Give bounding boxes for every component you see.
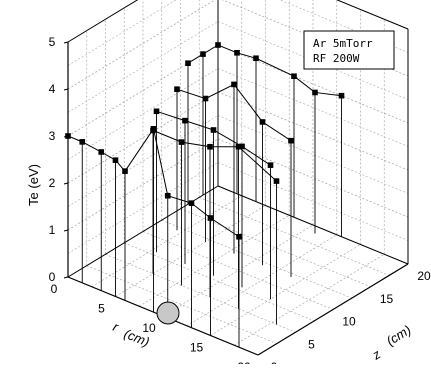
wall-grid-horizontal: [67, 91, 219, 184]
data-point: [153, 108, 160, 115]
r-tick-label-5: 5: [98, 302, 105, 316]
wall-grid-horizontal: [67, 21, 219, 113]
wall-grid-horizontal: [67, 0, 216, 90]
z-tick-label-0: 0: [271, 360, 278, 364]
legend-box: [303, 30, 395, 70]
wall-grid-horizontal: [67, 68, 219, 160]
r-axis-label: r: [111, 319, 121, 335]
data-point: [338, 92, 345, 99]
te-tick-label-2: 2: [49, 176, 56, 190]
legend: Ar 5mTorr RF 200W: [303, 30, 395, 70]
data-layer: [65, 42, 345, 348]
data-point: [174, 86, 180, 92]
r-tick-label-0: 0: [51, 282, 58, 296]
data-point: [253, 55, 259, 62]
data-point: [112, 157, 119, 163]
floor-grid-z: [105, 253, 296, 333]
z-tick-label-15: 15: [380, 292, 394, 306]
data-point: [259, 119, 266, 125]
data-point: [288, 137, 294, 144]
te-tick: [63, 276, 69, 279]
floor-grid-r: [162, 224, 314, 317]
data-point: [188, 200, 195, 206]
wall-grid-horizontal: [217, 138, 409, 218]
data-point: [267, 162, 274, 168]
te-tick-label-4: 4: [49, 82, 56, 96]
probe-marker: [156, 301, 180, 325]
z-axis-line: [257, 263, 409, 356]
r-tick-label-10: 10: [142, 321, 156, 335]
data-point: [185, 60, 191, 66]
te-axis-label: Te (eV): [26, 164, 41, 206]
data-point: [65, 133, 71, 139]
wall-grid-horizontal: [217, 162, 409, 241]
data-point: [178, 139, 185, 145]
floor-grid-r: [210, 244, 361, 336]
wall-grid-horizontal: [67, 44, 219, 137]
te-tick: [63, 41, 69, 44]
wall-grid-horizontal: [67, 162, 219, 254]
te-tick-label-1: 1: [49, 223, 56, 237]
r-tick-label-20: 20: [237, 360, 251, 364]
data-point: [200, 51, 206, 57]
top-edge: [336, 0, 409, 30]
data-point: [207, 143, 213, 150]
back-floor-edge: [217, 185, 409, 265]
label-layer: 0 1 2 3 4 5 0 5 10 15 20 0 5 10 15 20: [49, 35, 431, 369]
data-point: [215, 42, 221, 48]
data-point: [182, 117, 188, 124]
data-point: [202, 95, 209, 102]
legend-line-2: RF 200W: [313, 52, 360, 65]
data-point: [150, 127, 156, 134]
floor-grid-r: [115, 205, 266, 297]
z-tick-label-20: 20: [417, 269, 431, 283]
data-point: [98, 149, 105, 155]
z-tick-label-10: 10: [342, 315, 356, 329]
te-tick-label-3: 3: [49, 129, 56, 143]
floor-grid-z: [142, 231, 334, 310]
te-tick-label-0: 0: [49, 270, 56, 284]
data-point: [273, 178, 280, 184]
data-point: [312, 89, 318, 96]
data-point: [234, 50, 240, 56]
data-point: [210, 127, 217, 133]
data-point: [122, 168, 128, 174]
wall-grid-horizontal: [67, 0, 177, 66]
data-point: [231, 81, 237, 88]
floor-grid-r: [186, 234, 337, 327]
floor-grid-r: [91, 195, 242, 288]
series-line-0: [67, 127, 240, 238]
data-point: [207, 215, 214, 221]
z-tick-label-5: 5: [308, 337, 315, 351]
legend-line-1: Ar 5mTorr: [313, 37, 373, 50]
series-line-1: [152, 129, 277, 182]
r-tick-label-15: 15: [190, 341, 204, 355]
z-axis-unit: (cm): [384, 322, 414, 348]
data-point: [291, 73, 297, 79]
z-axis-label: z: [369, 346, 384, 363]
te-tick: [63, 88, 69, 91]
te-tick-label-5: 5: [49, 35, 56, 49]
data-point: [79, 139, 86, 145]
data-point: [236, 233, 242, 240]
data-point: [164, 192, 171, 199]
top-edge: [67, 0, 139, 43]
floor-grid-r: [234, 253, 385, 346]
data-point: [239, 143, 245, 150]
te-tick: [63, 229, 69, 232]
te-tick: [63, 182, 69, 185]
data-point: [235, 143, 242, 150]
wall-grid-horizontal: [67, 115, 219, 207]
floor-grid-r: [139, 214, 290, 307]
wall-grid-horizontal: [67, 138, 219, 231]
left-floor-edge: [67, 185, 219, 278]
